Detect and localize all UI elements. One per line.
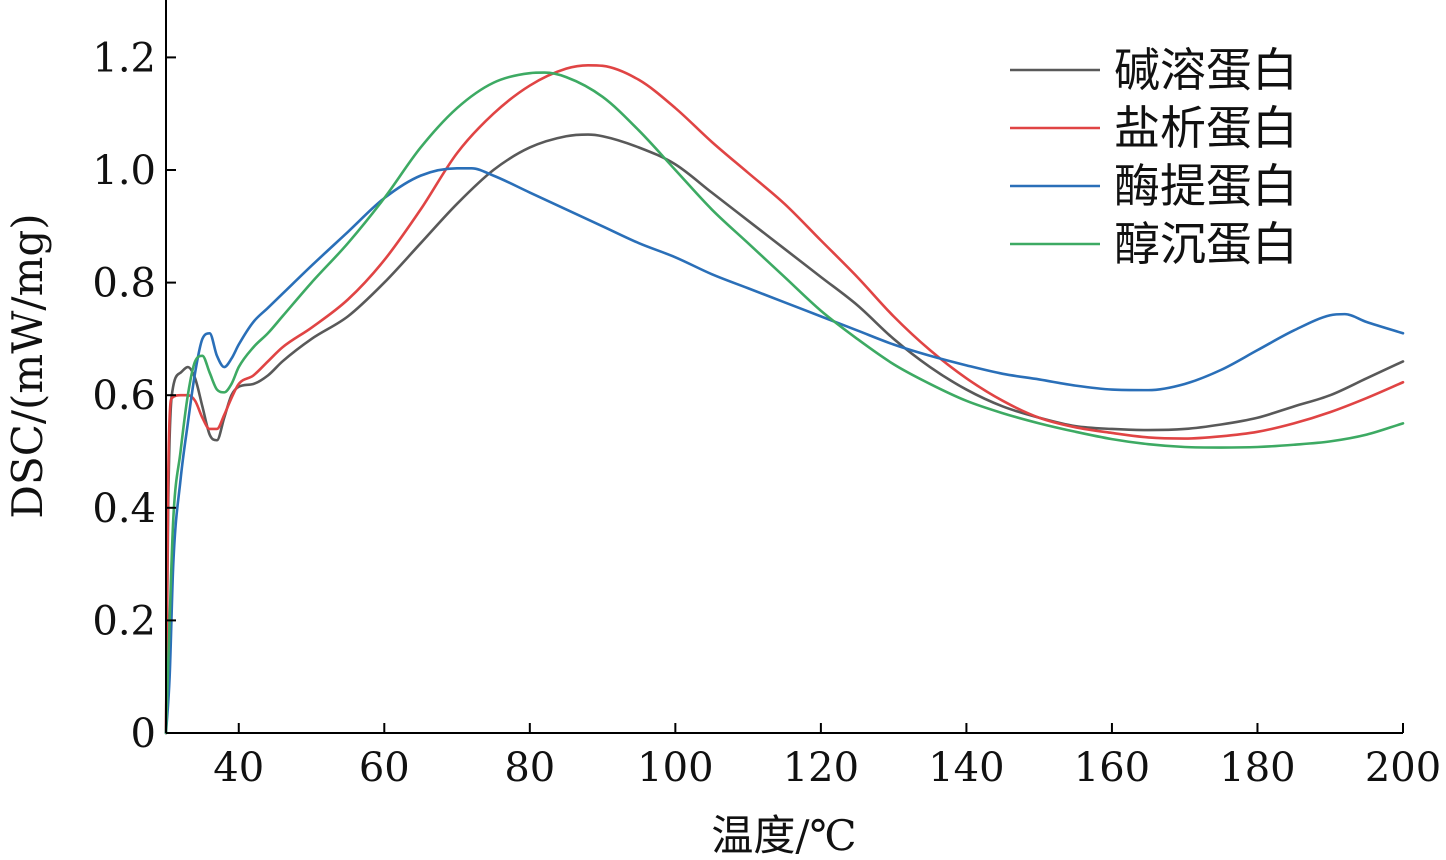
series-line-4 [164, 71, 1405, 735]
legend-label: 盐析蛋白 [1114, 101, 1298, 155]
y-tick-label: 0.4 [92, 486, 156, 532]
y-axis-title: DSC/(mW/mg) [3, 213, 52, 518]
ticks-layer: 40 60 80 100 120 140 160 180 200 0 0.2 0.4 0.6 0.8 1.0… [92, 35, 1441, 791]
y-tick-label: 1.2 [92, 35, 156, 81]
axes-layer [165, 0, 1403, 734]
x-tick-label: 160 [1074, 745, 1150, 791]
x-tick-label: 40 [213, 745, 264, 791]
x-tick-label: 80 [504, 745, 555, 791]
series-line-1 [164, 133, 1405, 735]
y-tick-label: 0 [131, 711, 156, 757]
legend-label: 碱溶蛋白 [1114, 43, 1298, 97]
series-line-3 [164, 167, 1405, 735]
series-layer [164, 63, 1405, 735]
x-tick-label: 60 [359, 745, 410, 791]
legend-label: 醇沉蛋白 [1114, 217, 1298, 271]
x-tick-label: 100 [637, 745, 713, 791]
x-axis-title: 温度/℃ [711, 811, 856, 860]
x-tick-label: 200 [1365, 745, 1441, 791]
y-tick-label: 1.0 [92, 148, 156, 194]
legend-label: 酶提蛋白 [1114, 159, 1298, 213]
x-tick-label: 120 [783, 745, 859, 791]
series-line-2 [164, 63, 1405, 735]
x-tick-label: 180 [1219, 745, 1295, 791]
y-tick-label: 0.8 [92, 261, 156, 307]
x-tick-label: 140 [928, 745, 1004, 791]
y-tick-label: 0.2 [92, 598, 156, 644]
y-tick-label: 0.6 [92, 373, 156, 419]
